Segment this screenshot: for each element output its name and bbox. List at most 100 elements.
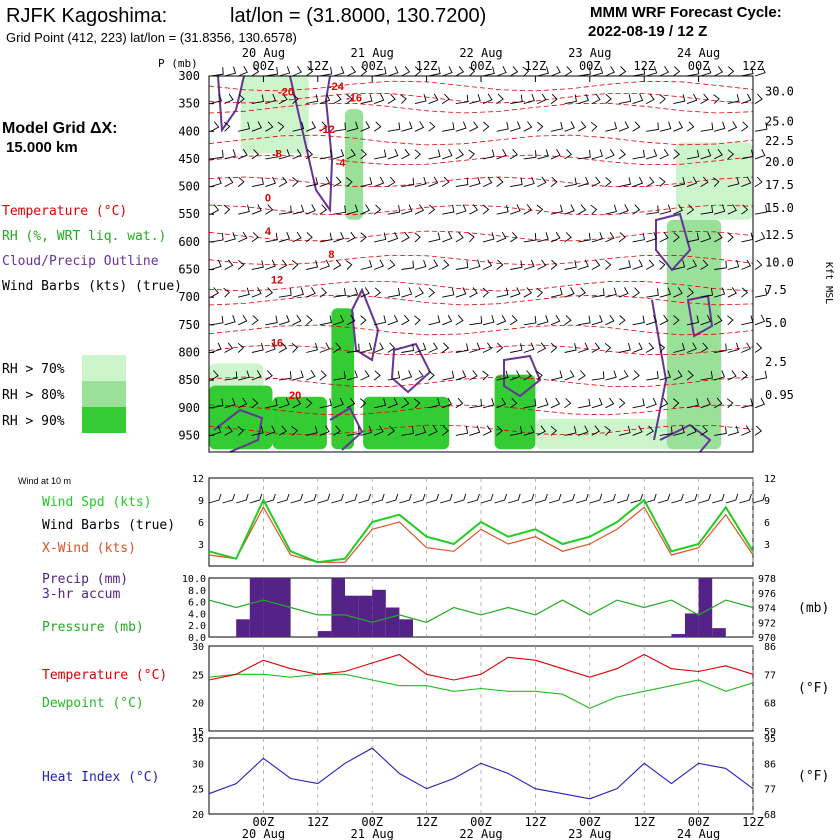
wind-barb bbox=[523, 259, 535, 270]
wind-barb bbox=[360, 315, 367, 326]
wind-barb bbox=[210, 232, 224, 243]
cloud-outline bbox=[390, 342, 432, 394]
wind-barb bbox=[306, 287, 316, 298]
wind-barb bbox=[713, 94, 720, 104]
wind-barb bbox=[522, 66, 530, 77]
wind-barb bbox=[686, 93, 698, 105]
precip-bar bbox=[685, 613, 699, 637]
wind-barb bbox=[686, 121, 695, 132]
wind-barb bbox=[510, 260, 523, 270]
wind-barb bbox=[659, 94, 666, 104]
wind-barb bbox=[550, 342, 558, 353]
wind-barb bbox=[482, 425, 492, 436]
wind-barb bbox=[346, 426, 360, 436]
precip-bar bbox=[372, 589, 386, 637]
legend-temperature: Temperature (°C) bbox=[2, 204, 127, 219]
wind-barb bbox=[468, 149, 475, 160]
wind-barb bbox=[509, 66, 519, 77]
wind-barb bbox=[673, 287, 683, 298]
wind-barb bbox=[754, 66, 766, 77]
wind-barb bbox=[265, 176, 277, 188]
cloud-outline bbox=[655, 212, 692, 272]
wind-barb bbox=[319, 259, 330, 270]
pressure-tick-label: 970 bbox=[758, 633, 776, 644]
y-tick-label: 15 bbox=[192, 727, 204, 738]
wind-barb bbox=[510, 426, 523, 436]
wind-barb bbox=[673, 177, 686, 188]
wind-barb bbox=[455, 343, 469, 353]
cloud-outline bbox=[289, 75, 334, 214]
wind-barb bbox=[428, 121, 436, 132]
kft-tick-label: 22.5 bbox=[765, 134, 794, 148]
wind-barb bbox=[428, 93, 439, 105]
wind-barb bbox=[251, 260, 264, 270]
wind-barb bbox=[550, 259, 558, 270]
wind-barb bbox=[673, 315, 680, 326]
wind-barb bbox=[455, 94, 469, 105]
wind-speed-label: Wind Spd (kts) bbox=[42, 495, 152, 510]
wind-barb bbox=[754, 93, 763, 104]
wind-barb bbox=[223, 204, 231, 215]
wind-barb bbox=[373, 370, 381, 381]
xwind-line bbox=[208, 506, 754, 563]
wind-barb bbox=[605, 259, 612, 270]
wind-barb bbox=[292, 65, 302, 77]
wind-barb bbox=[646, 205, 659, 215]
wind-barb bbox=[319, 149, 333, 160]
p-tick-label: 950 bbox=[178, 428, 200, 442]
kft-tick-label: 25.0 bbox=[765, 114, 794, 128]
precip-bar bbox=[358, 595, 373, 637]
kft-tick-label: 7.5 bbox=[765, 283, 787, 297]
surface-wind-barb bbox=[589, 493, 603, 504]
surface-wind-barb bbox=[616, 493, 630, 504]
wind-barb bbox=[578, 342, 589, 353]
time-tick-label: 12Z bbox=[742, 59, 764, 73]
temperature-contour bbox=[208, 102, 754, 114]
wind-barb bbox=[496, 93, 504, 104]
wind-barb bbox=[632, 259, 643, 270]
forecast-cycle-value: 2022-08-19 / 12 Z bbox=[588, 23, 707, 40]
latlon-title: lat/lon = (31.8000, 130.7200) bbox=[230, 5, 486, 27]
time-tick-label: 12Z bbox=[525, 59, 547, 73]
wind-barb bbox=[387, 259, 396, 270]
wind-barb bbox=[360, 177, 373, 188]
wind-barb bbox=[658, 343, 666, 353]
wind-barb bbox=[401, 370, 413, 381]
wind-barb bbox=[333, 122, 346, 132]
wind-barb bbox=[374, 315, 387, 326]
surface-wind-barb bbox=[290, 493, 304, 504]
wind-barb bbox=[578, 149, 591, 160]
kft-tick-label: 17.5 bbox=[765, 178, 794, 192]
wind-barb bbox=[210, 67, 224, 77]
wind-barb bbox=[658, 260, 666, 270]
wind-barb bbox=[278, 66, 291, 77]
wind-barb bbox=[713, 397, 723, 409]
wind-barb bbox=[550, 370, 563, 381]
wind-barb bbox=[700, 397, 711, 409]
wind-barb bbox=[659, 65, 669, 77]
wind-barb bbox=[265, 93, 277, 105]
wind-barb bbox=[400, 94, 407, 104]
wind-barb bbox=[550, 287, 563, 298]
wind-barb bbox=[645, 93, 655, 104]
wind-barb bbox=[537, 149, 549, 160]
pressure-tick-label: 972 bbox=[758, 618, 776, 629]
wind-barb bbox=[414, 370, 424, 381]
wind-barb bbox=[659, 287, 671, 298]
wind-barb bbox=[224, 176, 234, 188]
wind-barb bbox=[482, 66, 495, 77]
wind-barb bbox=[482, 93, 493, 105]
wind-barb bbox=[754, 314, 766, 326]
wind-barb bbox=[401, 426, 414, 436]
wind-barb bbox=[646, 232, 657, 243]
wind-barb bbox=[523, 425, 535, 436]
wind-barb bbox=[238, 204, 250, 215]
precip-bar bbox=[277, 578, 291, 637]
heat-index-line bbox=[208, 747, 754, 800]
surface-wind-barb bbox=[453, 493, 467, 504]
wind-barb bbox=[428, 232, 441, 243]
wind-barb bbox=[686, 259, 698, 270]
p-tick-label: 700 bbox=[178, 290, 200, 304]
wind-barb bbox=[319, 232, 333, 243]
surface-wind-barb bbox=[508, 493, 521, 504]
